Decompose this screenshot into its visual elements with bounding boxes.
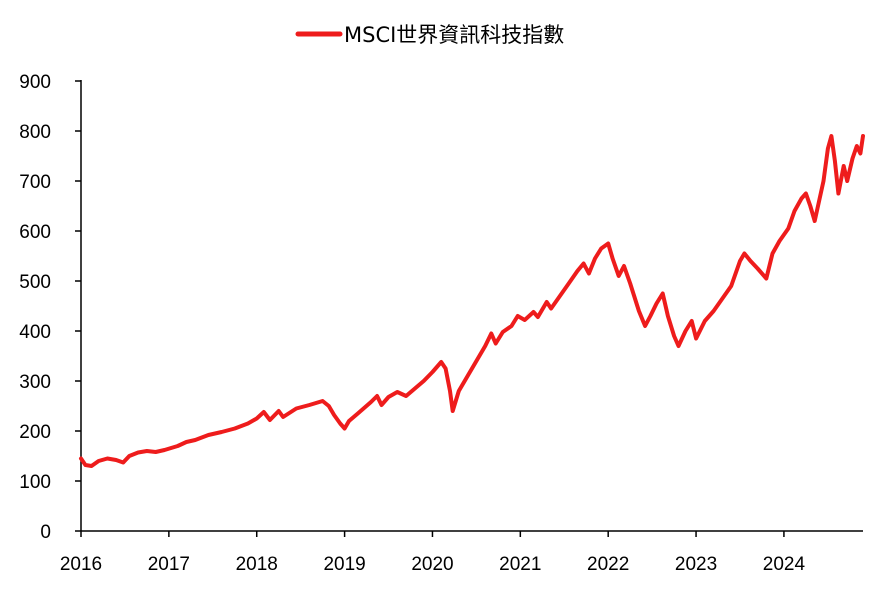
axes (80, 80, 863, 532)
y-tick-label: 100 (19, 472, 51, 493)
x-tick-label: 2024 (763, 554, 806, 575)
x-tick-label: 2020 (411, 554, 453, 575)
y-tick-label: 900 (19, 72, 51, 93)
y-tick-label: 600 (19, 222, 51, 243)
series-line-msci-it (79, 134, 865, 468)
legend-label: MSCI世界資訊科技指數 (344, 23, 564, 47)
legend: MSCI世界資訊科技指數 (295, 23, 564, 47)
y-tick-label: 800 (19, 122, 51, 143)
y-tick-label: 300 (19, 372, 51, 393)
y-tick-label: 500 (19, 272, 51, 293)
x-tick-label: 2018 (236, 554, 278, 575)
y-tick-label: 400 (19, 322, 51, 343)
y-tick-label: 700 (19, 172, 51, 193)
y-ticks: 0 100 200 300 400 500 600 700 800 900 (19, 72, 81, 543)
x-tick-label: 2017 (148, 554, 190, 575)
x-tick-label: 2019 (323, 554, 365, 575)
series-layer (79, 134, 865, 468)
y-tick-label: 0 (40, 522, 51, 543)
y-tick-label: 200 (19, 422, 51, 443)
x-tick-label: 2022 (587, 554, 629, 575)
x-ticks: 2016 2017 2018 2019 2020 2021 2022 2023 2024 (60, 531, 806, 575)
x-tick-label: 2016 (60, 554, 102, 575)
x-tick-label: 2023 (675, 554, 717, 575)
x-tick-label: 2021 (499, 554, 541, 575)
